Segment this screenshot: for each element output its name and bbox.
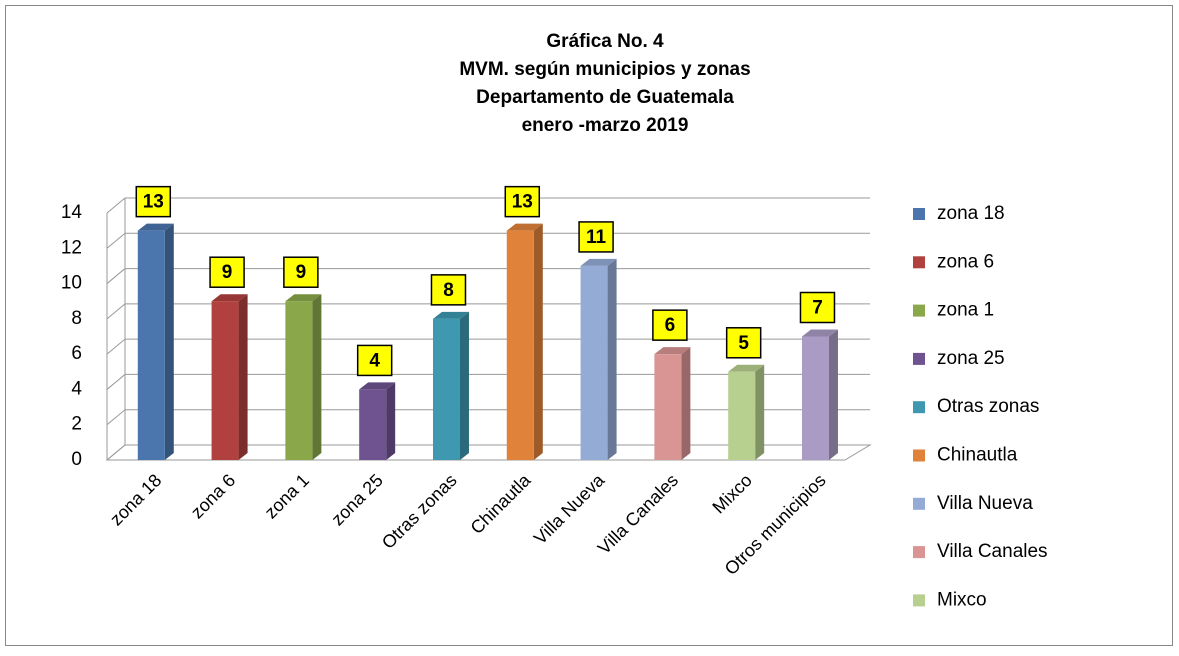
legend-label: zona 25	[937, 348, 1005, 369]
data-label-box	[578, 221, 614, 253]
chart-title: enero -marzo 2019	[522, 115, 689, 136]
data-label-box	[356, 344, 393, 377]
legend-swatch	[913, 304, 925, 317]
bar-side	[681, 347, 691, 460]
data-label: 4	[369, 350, 380, 371]
bar-top	[359, 382, 396, 390]
grid-line	[106, 338, 126, 355]
bar	[359, 389, 387, 460]
bar-top	[137, 223, 174, 231]
bar	[580, 265, 608, 460]
grid-line	[106, 374, 126, 390]
bar	[432, 318, 460, 460]
data-label-box	[209, 256, 245, 288]
legend-swatch	[913, 208, 925, 220]
grid-line	[106, 232, 126, 249]
data-label: 8	[443, 280, 454, 301]
bar-top	[432, 311, 469, 319]
data-label-box	[430, 274, 467, 306]
chart-title: MVM. según municipios y zonas	[459, 59, 750, 80]
y-tick-label: 2	[71, 414, 82, 435]
legend-swatch	[913, 497, 925, 510]
data-label: 9	[222, 262, 233, 283]
data-label: 7	[812, 298, 823, 319]
bar-side	[238, 294, 248, 460]
legend-swatch	[913, 256, 925, 269]
grid-line	[106, 444, 126, 461]
legend-label: zona 18	[937, 203, 1005, 224]
bar	[654, 354, 682, 460]
y-tick-label: 4	[71, 378, 82, 399]
bar-side	[607, 258, 617, 460]
y-tick-label: 12	[61, 237, 82, 258]
data-label: 11	[586, 227, 607, 248]
bar	[506, 230, 534, 460]
legend-label: zona 1	[937, 300, 994, 321]
bar	[285, 301, 313, 460]
data-label: 6	[665, 315, 676, 336]
y-tick-label: 14	[61, 202, 83, 223]
data-label: 9	[296, 262, 307, 283]
bar-top	[580, 258, 617, 266]
y-tick-label: 0	[71, 449, 82, 470]
bar-top	[728, 364, 765, 372]
legend-swatch	[913, 401, 925, 414]
data-label-box	[725, 327, 762, 359]
data-label-box	[135, 185, 172, 218]
legend-label: Chinautla	[937, 445, 1018, 466]
bar-top	[211, 294, 248, 302]
legend-label: Villa Canales	[937, 541, 1048, 562]
bar-top	[801, 329, 838, 337]
bar	[211, 301, 239, 460]
chart-title: Departamento de Guatemala	[476, 87, 734, 108]
data-label-box	[799, 291, 836, 324]
grid-line	[106, 197, 126, 214]
bar-side	[828, 329, 838, 460]
data-label: 13	[512, 192, 533, 213]
bar-side	[459, 311, 469, 460]
bar-top	[506, 223, 543, 231]
chart-title: Gráfica No. 4	[546, 31, 664, 52]
legend-label: Villa Nueva	[937, 493, 1033, 514]
bar	[137, 230, 165, 460]
bar-side	[533, 223, 543, 460]
legend-swatch	[913, 449, 925, 462]
bar-top	[285, 294, 322, 302]
legend-label: zona 6	[937, 251, 994, 272]
grid-line	[106, 303, 126, 320]
legend-label: Mixco	[937, 589, 987, 610]
y-tick-label: 8	[71, 308, 82, 329]
data-label-box	[652, 309, 688, 341]
legend-swatch	[913, 594, 925, 607]
bar	[728, 371, 756, 460]
legend-swatch	[913, 546, 925, 559]
y-tick-label: 6	[71, 343, 82, 364]
data-label: 13	[143, 192, 164, 213]
bar-top	[654, 347, 691, 355]
grid-line	[106, 409, 126, 426]
data-label-box	[504, 185, 541, 218]
bar-side	[164, 223, 174, 460]
bar	[801, 336, 829, 460]
data-label-box	[283, 256, 319, 288]
bar-side	[755, 364, 765, 460]
bar-side	[312, 294, 322, 460]
grid-line	[106, 268, 126, 284]
legend-swatch	[913, 352, 925, 365]
y-tick-label: 10	[61, 273, 82, 294]
data-label: 5	[738, 333, 749, 354]
bar-side	[386, 382, 396, 460]
legend-label: Otras zonas	[937, 396, 1039, 417]
